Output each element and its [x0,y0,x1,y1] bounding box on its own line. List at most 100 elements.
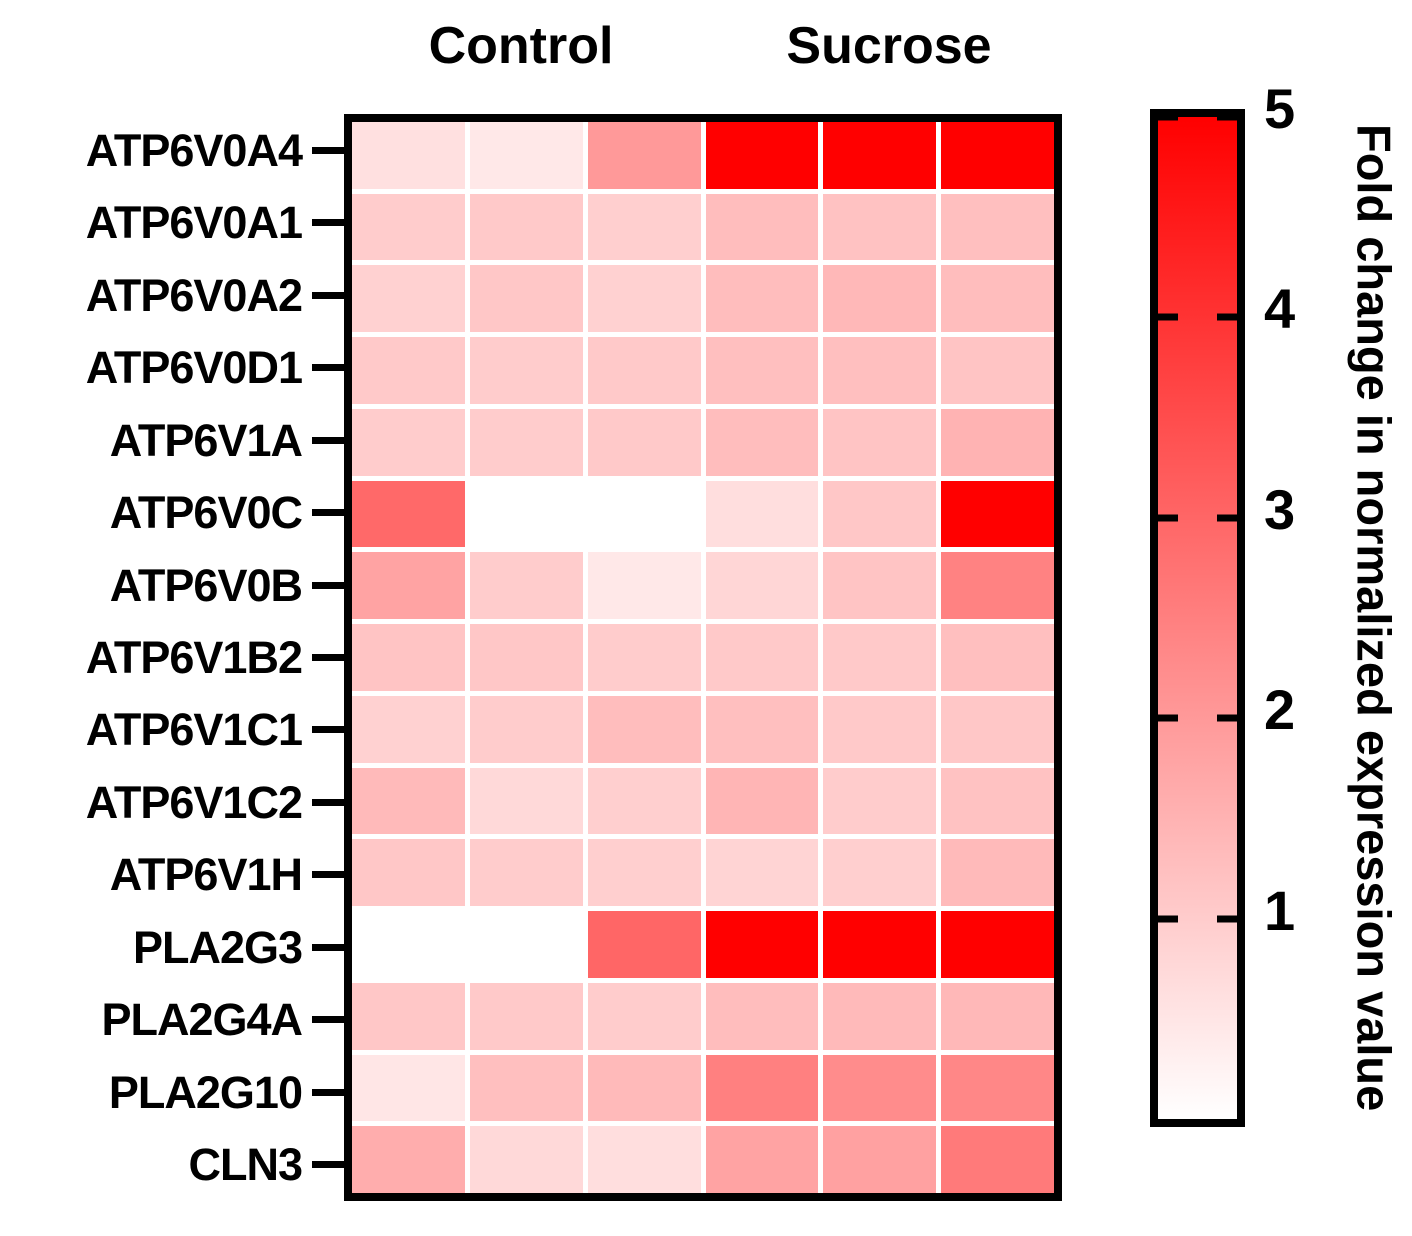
heatmap-cell [941,839,1054,907]
row-label: ATP6V0C [109,487,303,539]
heatmap-cell [587,1126,701,1193]
row-line: PLA2G3 [0,911,344,983]
heatmap-cell [587,839,701,907]
heatmap-cell [352,337,465,404]
heatmap-cell [352,982,465,1050]
row-line: ATP6V0D1 [0,331,344,403]
heatmap-cell [823,695,937,763]
heatmap-cell [352,911,465,978]
heatmap-cell [823,767,937,835]
heatmap-cell [352,480,465,548]
heatmap-cell [705,767,819,835]
row-tick-mark [312,219,344,227]
heatmap-cell [352,839,465,907]
heatmap-cell [705,122,819,189]
row-line: PLA2G10 [0,1056,344,1128]
row-label: ATP6V0B [109,559,303,611]
heatmap-cell [823,193,937,261]
heatmap-cell [469,408,583,476]
colorbar-tick-label: 2 [1264,678,1296,742]
heatmap-cell [469,265,583,333]
heatmap-cell [469,624,583,691]
heatmap-cell [705,695,819,763]
row-label: ATP6V1C1 [85,704,303,756]
heatmap-cell [469,480,583,548]
colorbar [1150,109,1245,1127]
heatmap-cell [352,193,465,261]
heatmap-cell [941,1126,1054,1193]
heatmap-cell [705,911,819,978]
heatmap-cell [823,480,937,548]
heatmap-cell [941,193,1054,261]
row-line: PLA2G4A [0,984,344,1056]
heatmap-cell [941,337,1054,404]
colorbar-tick-label: 1 [1264,878,1296,942]
heatmap-cell [469,193,583,261]
colorbar-tick [1158,514,1178,522]
row-label: PLA2G10 [108,1066,303,1118]
heatmap-cell [941,265,1054,333]
colorbar-tick-label: 3 [1264,477,1296,541]
heatmap-cell [705,480,819,548]
row-tick-mark [312,654,344,662]
row-line: ATP6V1H [0,839,344,911]
heatmap-cell [823,982,937,1050]
heatmap-cell [941,552,1054,620]
colorbar-tick [1217,313,1237,321]
row-label: ATP6V1B2 [85,632,303,684]
heatmap-cell [941,408,1054,476]
heatmap-cell [469,122,583,189]
heatmap-cell [823,122,937,189]
heatmap-cell [352,1054,465,1122]
heatmap-cell [352,265,465,333]
heatmap-cell [469,1054,583,1122]
heatmap-cell [587,695,701,763]
heatmap-cell [823,911,937,978]
heatmap-cell [587,982,701,1050]
row-tick-mark [312,1088,344,1096]
heatmap-cell [587,1054,701,1122]
heatmap-cell [705,408,819,476]
heatmap-cell [705,624,819,691]
heatmap-cell [469,767,583,835]
row-label: CLN3 [188,1139,303,1191]
row-line: CLN3 [0,1129,344,1201]
row-tick-mark [312,1016,344,1024]
heatmap-cell [823,624,937,691]
heatmap-cell [823,552,937,620]
colorbar-gradient [1158,117,1237,1119]
row-line: ATP6V0A2 [0,259,344,331]
heatmap-cell [587,767,701,835]
heatmap-cell [941,911,1054,978]
row-label-axis: ATP6V0A4 ATP6V0A1 ATP6V0A2 ATP6V0D1 ATP6V1A A… [0,114,344,1201]
heatmap-cell [469,1126,583,1193]
row-line: ATP6V0A4 [0,114,344,186]
row-tick-mark [312,1161,344,1169]
row-tick-mark [312,146,344,154]
heatmap-cell [705,1054,819,1122]
row-line: ATP6V1C1 [0,694,344,766]
row-tick-mark [312,581,344,589]
column-group-label-control: Control [428,17,614,75]
row-line: ATP6V0C [0,476,344,548]
heatmap-cell [705,1126,819,1193]
row-line: ATP6V1C2 [0,766,344,838]
heatmap-cell [705,839,819,907]
heatmap-frame [344,114,1062,1201]
heatmap-cell [352,122,465,189]
heatmap-cell [941,624,1054,691]
heatmap-cell [469,337,583,404]
row-line: ATP6V1A [0,404,344,476]
row-label: ATP6V0A2 [85,269,303,321]
colorbar-tick [1158,915,1178,923]
row-line: ATP6V0A1 [0,186,344,258]
colorbar-tick [1158,113,1178,121]
column-group-label-sucrose: Sucrose [786,17,992,75]
heatmap-grid [352,122,1054,1193]
heatmap-cell [352,552,465,620]
heatmap-cell [823,408,937,476]
row-label: ATP6V1A [109,414,303,466]
heatmap-cell [587,265,701,333]
heatmap-cell [941,767,1054,835]
